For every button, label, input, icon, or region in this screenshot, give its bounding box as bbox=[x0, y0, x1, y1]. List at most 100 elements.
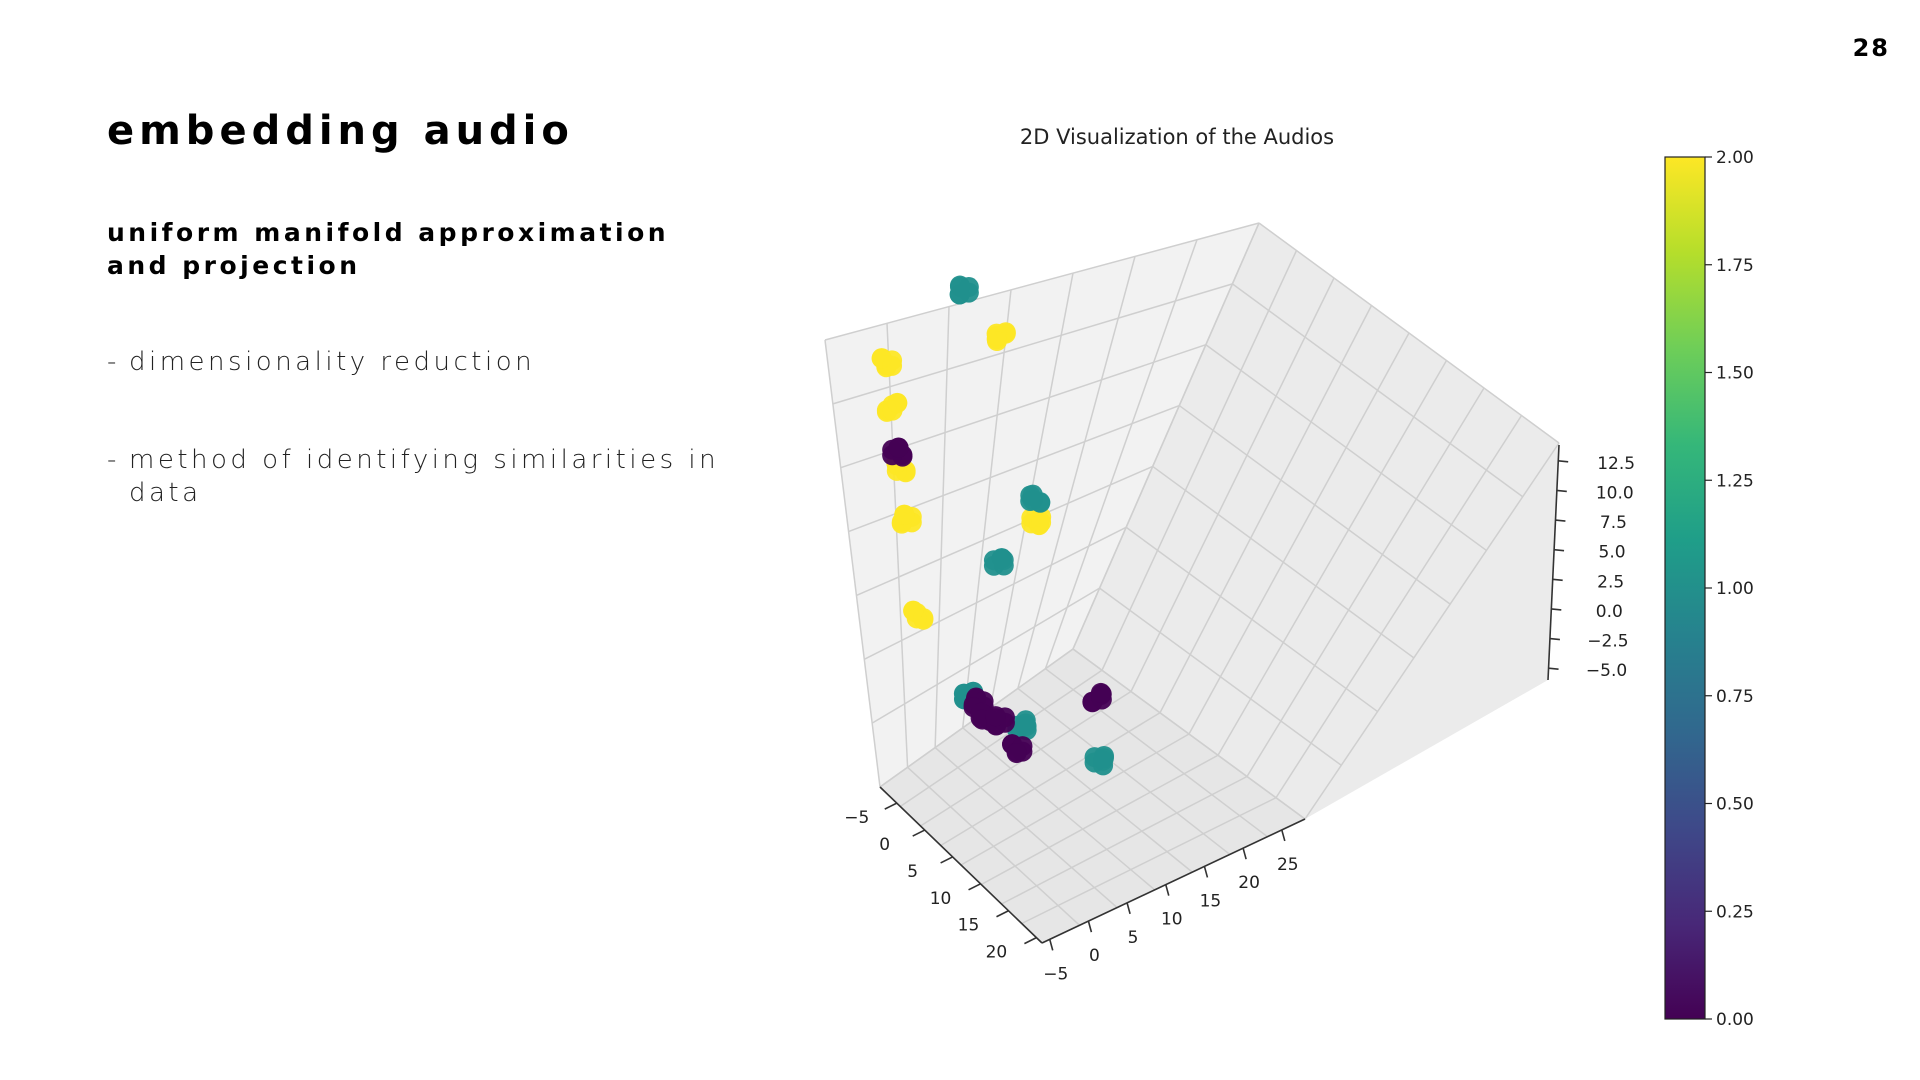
subtitle-line-1: uniform manifold approximation bbox=[107, 218, 670, 247]
colorbar-tick-label: 1.00 bbox=[1716, 579, 1754, 599]
page-number: 28 bbox=[1852, 34, 1890, 62]
y-tick-label: −5 bbox=[1043, 964, 1068, 984]
grid-line bbox=[871, 587, 1100, 724]
x-tick bbox=[940, 856, 953, 864]
grid-line bbox=[1072, 222, 1260, 650]
grid-line bbox=[1178, 404, 1451, 605]
x-tick-label: 5 bbox=[907, 862, 918, 882]
grid-line bbox=[1275, 415, 1523, 799]
z-tick bbox=[1556, 489, 1567, 493]
scatter-point bbox=[1090, 682, 1111, 703]
scatter-point bbox=[1015, 713, 1036, 734]
y-tick bbox=[1164, 884, 1170, 896]
colorbar-tick-label: 1.50 bbox=[1716, 364, 1754, 384]
bullet-item: - method of identifying similarities in d… bbox=[107, 444, 747, 510]
bullet-list: - dimensionality reduction - method of ide… bbox=[107, 346, 747, 575]
scatter-point bbox=[887, 393, 908, 414]
scatter-point bbox=[888, 437, 909, 458]
x-tick-label: 15 bbox=[958, 916, 980, 936]
z-tick-label: −2.5 bbox=[1587, 632, 1628, 652]
z-tick-label: 7.5 bbox=[1600, 513, 1627, 533]
colorbar-tick-label: 0.50 bbox=[1716, 795, 1754, 815]
grid-line bbox=[1304, 442, 1560, 820]
grid-line bbox=[1017, 256, 1136, 689]
colorbar: 0.00 0.25 0.50 0.75 1.00 1.25 1.50 1.75 2.00 bbox=[1664, 148, 1754, 1030]
z-tick bbox=[1553, 548, 1565, 552]
x-tick bbox=[884, 802, 898, 810]
grid-line bbox=[1205, 344, 1487, 552]
colorbar-tick-label: 0.25 bbox=[1716, 902, 1754, 922]
bullet-text: method of identifying similarities in da… bbox=[129, 445, 720, 508]
scatter-point bbox=[1093, 750, 1114, 771]
grid-line bbox=[940, 712, 1161, 847]
y-tick-label: 5 bbox=[1128, 928, 1139, 948]
grid-line bbox=[1001, 775, 1248, 905]
x-tick bbox=[912, 829, 926, 837]
grid-line bbox=[1258, 222, 1560, 444]
z-tick bbox=[1552, 578, 1563, 582]
scatter-point bbox=[871, 348, 892, 369]
grid-line bbox=[832, 283, 1233, 405]
scatter-point bbox=[903, 600, 924, 621]
z-tick-label: 10.0 bbox=[1596, 483, 1634, 503]
x-tick bbox=[1024, 936, 1037, 945]
scatter-point bbox=[1031, 512, 1052, 533]
grid-line bbox=[1217, 360, 1448, 756]
x-tick bbox=[968, 883, 981, 891]
grid-line bbox=[934, 306, 950, 748]
scatter-point bbox=[949, 275, 970, 296]
grid-line bbox=[1130, 277, 1335, 692]
scatter-points bbox=[871, 275, 1115, 776]
grid-line bbox=[1044, 239, 1198, 669]
slide-title: embedding audio bbox=[107, 108, 574, 154]
y-tick bbox=[1087, 920, 1093, 933]
grid-line bbox=[1246, 387, 1485, 777]
y-tick-label: 10 bbox=[1161, 910, 1183, 930]
z-tick-label: 0.0 bbox=[1596, 602, 1623, 622]
z-tick bbox=[1548, 667, 1559, 670]
grid-line bbox=[1099, 587, 1342, 766]
grid-line bbox=[856, 465, 1154, 597]
scatter-point bbox=[993, 549, 1014, 570]
colorbar-tick-label: 1.25 bbox=[1716, 471, 1754, 491]
y-tick-label: 25 bbox=[1277, 855, 1299, 875]
grid-line bbox=[960, 733, 1190, 866]
subtitle-line-2: and projection bbox=[107, 251, 361, 280]
scatter-point bbox=[985, 706, 1006, 727]
colorbar-tick-label: 1.75 bbox=[1716, 256, 1754, 276]
x-tick-label: 0 bbox=[879, 835, 890, 855]
grid-line bbox=[1125, 526, 1379, 713]
grid-line bbox=[1188, 332, 1410, 735]
scatter-point bbox=[1022, 490, 1043, 511]
x-tick-label: 20 bbox=[986, 943, 1008, 963]
x-tick-label: −5 bbox=[844, 808, 869, 828]
grid-line bbox=[1021, 797, 1277, 925]
bullet-item: - dimensionality reduction bbox=[107, 346, 747, 379]
axes-3d: −505101520−50510152025−5.0−2.50.02.55.07… bbox=[824, 222, 1635, 984]
bullet-dash: - bbox=[107, 347, 120, 377]
slide-subtitle: uniform manifold approximation and proje… bbox=[107, 216, 707, 282]
z-tick bbox=[1558, 459, 1569, 463]
y-tick bbox=[1048, 939, 1054, 951]
z-axis-line bbox=[1547, 444, 1560, 681]
x-axis-line bbox=[879, 786, 1043, 944]
grid-line bbox=[824, 339, 881, 788]
bullet-dash: - bbox=[107, 445, 120, 475]
scatter-point bbox=[986, 325, 1007, 346]
grid-line bbox=[1101, 250, 1298, 671]
y-tick bbox=[1242, 847, 1247, 860]
y-tick bbox=[1203, 866, 1209, 878]
y-tick bbox=[1126, 902, 1131, 915]
grid-line bbox=[899, 669, 1103, 808]
chart-title: 2D Visualization of the Audios bbox=[1020, 125, 1334, 149]
grid-line bbox=[1159, 305, 1373, 714]
z-tick bbox=[1551, 608, 1562, 611]
scatter-point bbox=[894, 504, 915, 525]
y-tick bbox=[1281, 829, 1286, 842]
x-tick bbox=[996, 910, 1009, 918]
y-tick-label: 15 bbox=[1200, 891, 1222, 911]
y-axis-line bbox=[1041, 818, 1306, 944]
z-tick bbox=[1555, 519, 1566, 522]
colorbar-tick-label: 0.75 bbox=[1716, 687, 1754, 707]
y-tick-label: 0 bbox=[1089, 946, 1100, 966]
